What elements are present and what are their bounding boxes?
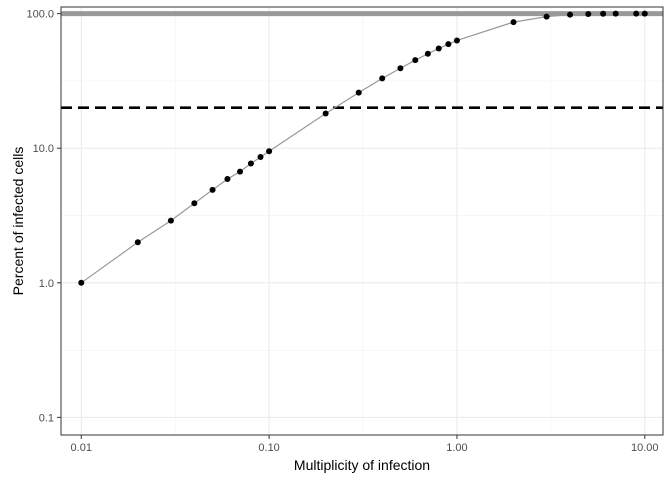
data-point <box>257 154 264 161</box>
data-point <box>612 10 619 17</box>
y-axis-title: Percent of infected cells <box>10 147 26 296</box>
y-tick-labels: 0.1 1.0 10.0 100.0 <box>26 9 54 425</box>
data-point <box>237 168 244 175</box>
data-point <box>445 41 452 48</box>
data-point <box>134 239 141 246</box>
x-tick-label: 0.01 <box>71 442 92 454</box>
data-point <box>191 200 198 207</box>
data-point <box>224 176 231 183</box>
panel-border <box>60 6 664 436</box>
y-tick-label: 100.0 <box>26 9 54 21</box>
data-point <box>510 19 517 26</box>
y-tick-label: 0.1 <box>39 412 54 424</box>
data-point <box>266 148 273 155</box>
data-point <box>424 50 431 57</box>
data-point <box>543 13 550 20</box>
grid-minor <box>61 7 663 435</box>
data-point <box>355 89 362 96</box>
data-point <box>167 217 174 224</box>
x-tick-label: 10.00 <box>631 442 659 454</box>
data-point <box>209 186 216 193</box>
data-point <box>567 11 574 18</box>
axis-ticks <box>57 13 646 439</box>
data-point <box>585 11 592 18</box>
data-point <box>600 10 607 17</box>
x-tick-labels: 0.01 0.10 1.00 10.00 <box>71 442 659 454</box>
points-layer <box>78 10 648 286</box>
data-point <box>322 110 329 117</box>
data-point <box>641 10 648 17</box>
y-tick-label: 10.0 <box>33 143 54 155</box>
reference-lines <box>61 11 663 109</box>
x-tick-label: 1.00 <box>446 442 467 454</box>
data-point <box>379 75 386 82</box>
x-tick-label: 0.10 <box>258 442 279 454</box>
data-point <box>397 65 404 72</box>
data-point <box>247 160 254 167</box>
data-point <box>78 279 85 286</box>
y-tick-label: 1.0 <box>39 278 54 290</box>
data-point <box>633 10 640 17</box>
data-point <box>435 45 442 52</box>
x-axis-title: Multiplicity of infection <box>294 457 430 473</box>
data-point <box>453 37 460 44</box>
data-point <box>412 57 419 64</box>
